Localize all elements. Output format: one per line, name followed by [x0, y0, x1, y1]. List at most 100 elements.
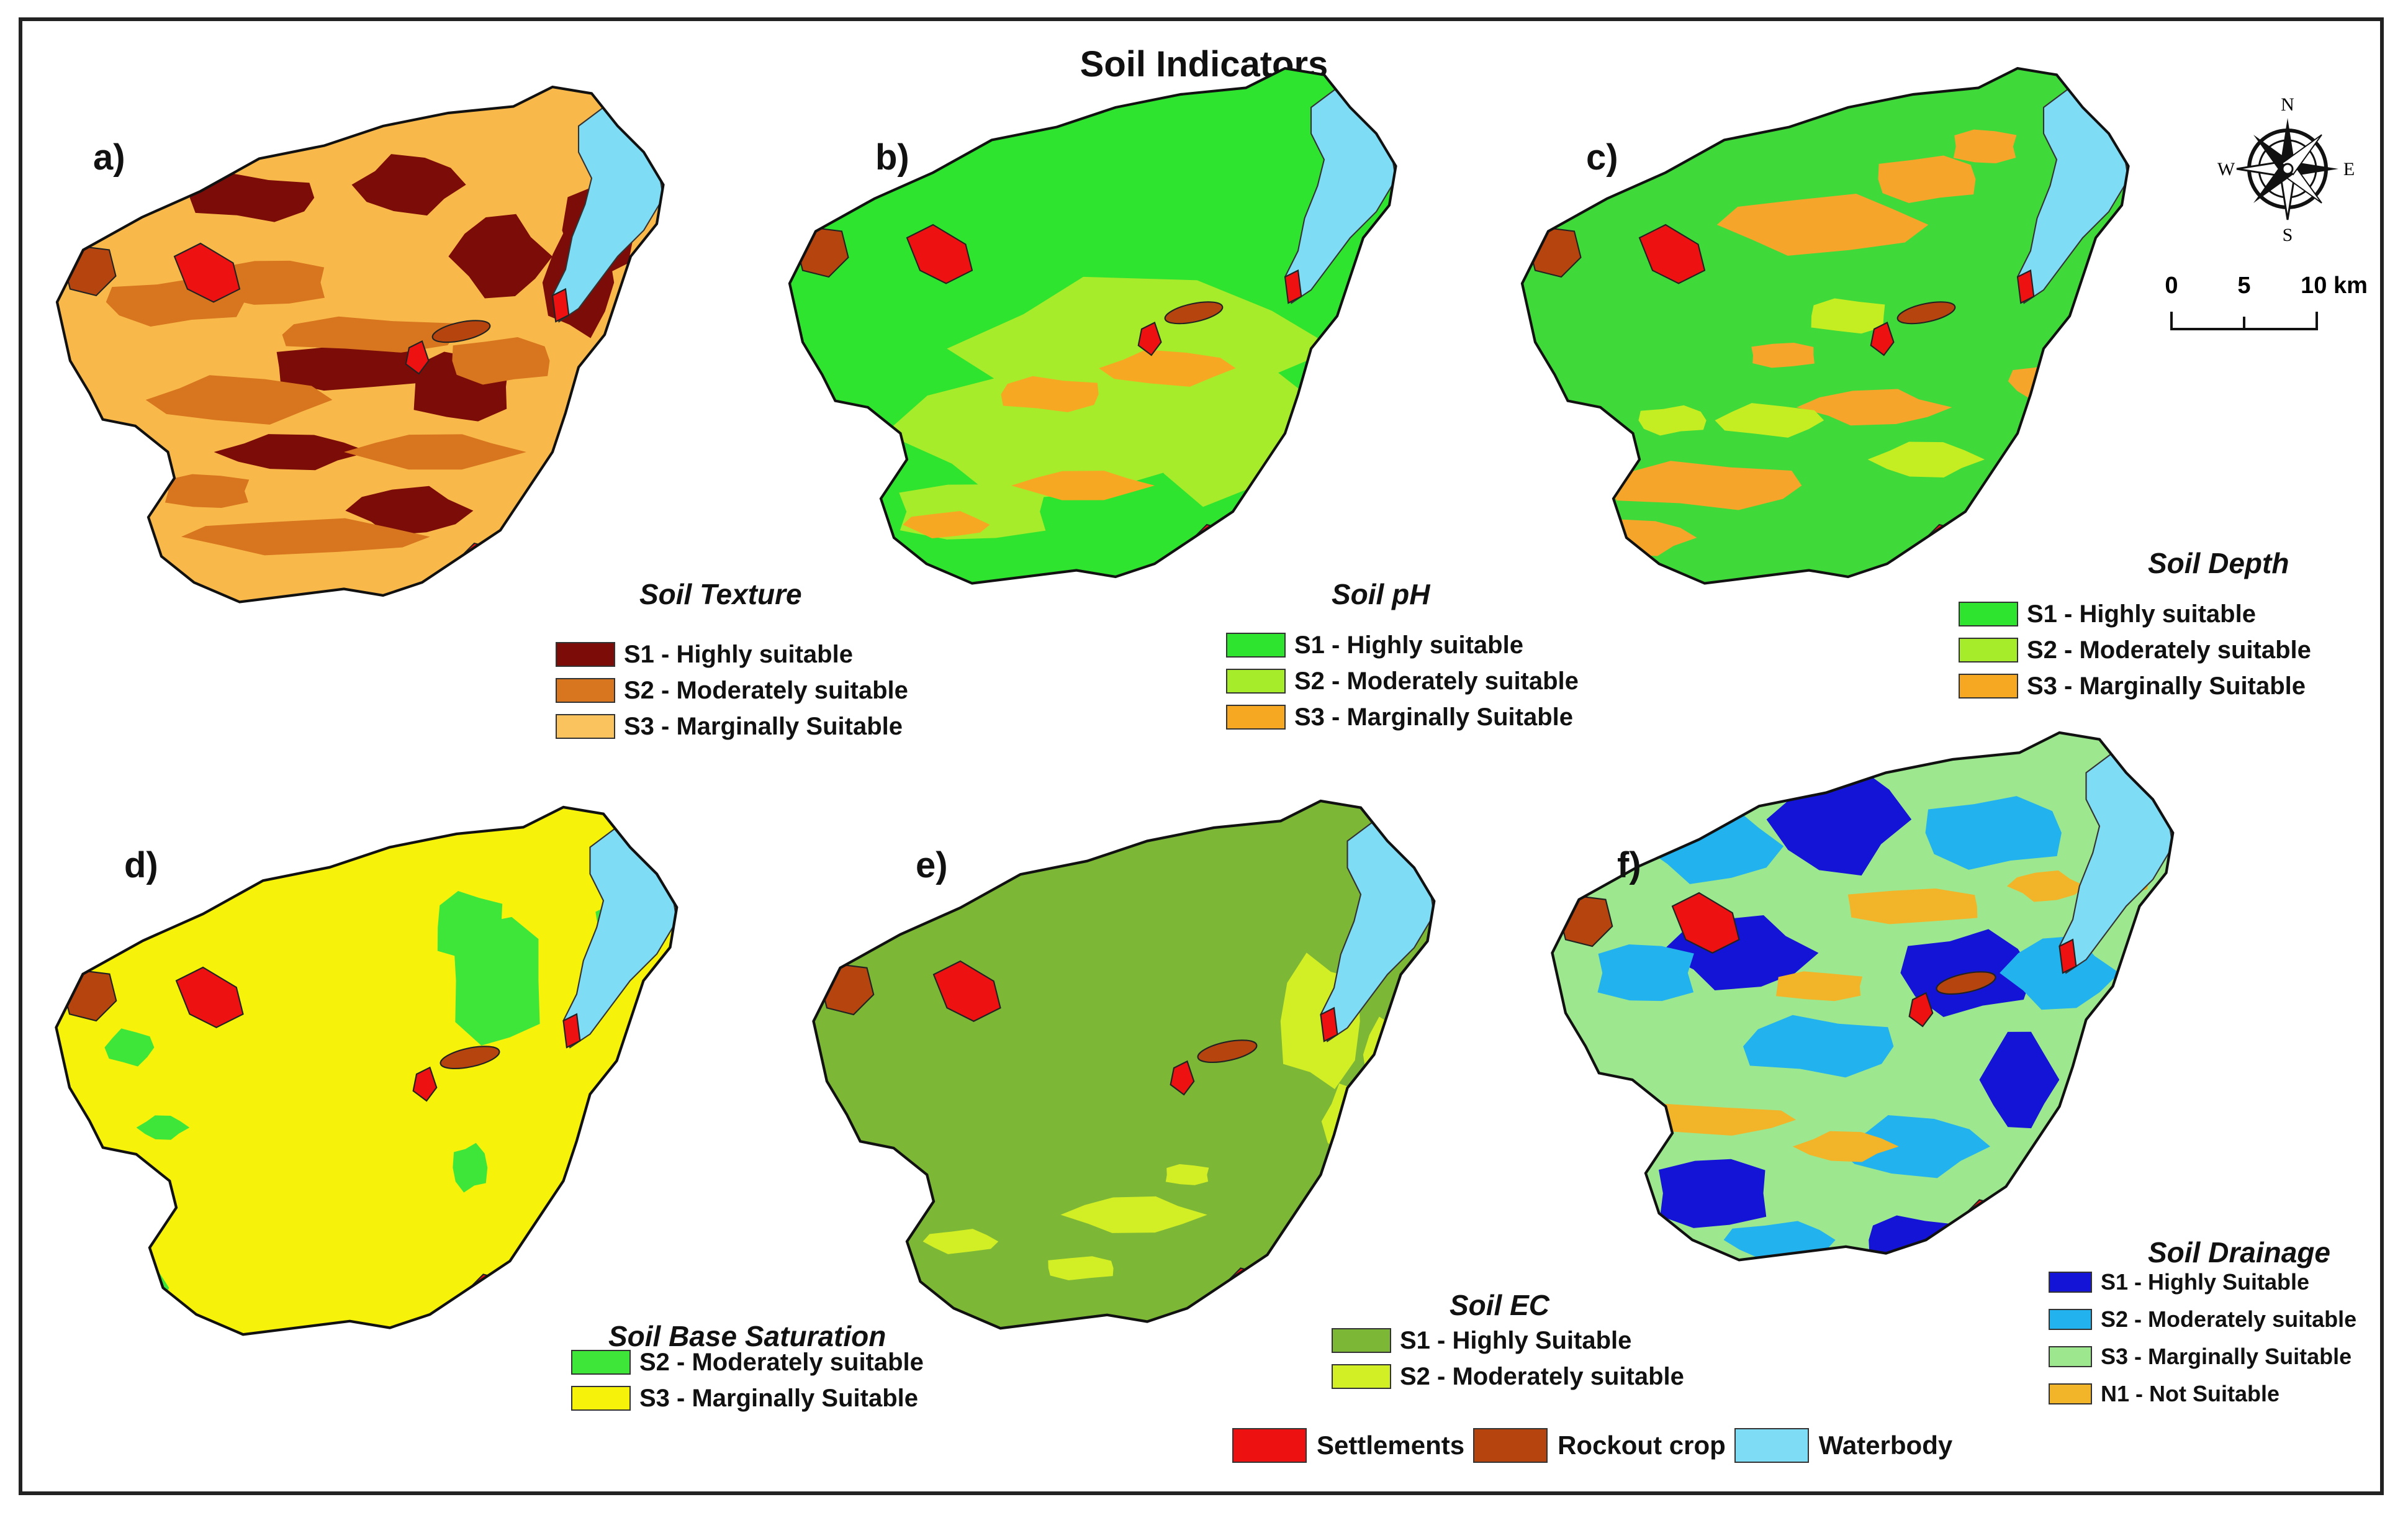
legend-swatch [1959, 674, 2018, 699]
map-base-region [813, 801, 1435, 1329]
suitability-patch [1638, 405, 1707, 436]
legend-item: S1 - Highly Suitable [1332, 1323, 1684, 1359]
map-title-d: Soil Base Saturation [608, 1320, 886, 1352]
legend-swatch [571, 1386, 631, 1411]
suitability-patch [437, 891, 503, 964]
suitability-patch [1716, 194, 1929, 256]
legend-item: S3 - Marginally Suitable [2049, 1338, 2356, 1375]
legend-swatch [2049, 1383, 2092, 1404]
suitability-patch [1715, 403, 1824, 438]
legend-label: S2 - Moderately suitable [624, 676, 908, 704]
suitability-patch [1867, 441, 1985, 477]
suitability-patch [282, 316, 456, 353]
suitability-patch [220, 260, 325, 305]
legend-swatch [2049, 1346, 2092, 1367]
legend-waterbody: Waterbody [1734, 1428, 1955, 1463]
map-base-region [56, 807, 677, 1335]
legend-label: S3 - Marginally Suitable [624, 712, 903, 740]
rockout-crop-region [440, 1046, 500, 1070]
suitability-patch [1847, 889, 1978, 925]
suitability-patch [1751, 342, 1815, 368]
rockout-crop-region [1164, 301, 1224, 325]
suitability-patch [1979, 1031, 2060, 1129]
legend-item: S2 - Moderately suitable [1332, 1359, 1684, 1395]
legend-item: S1 - Highly suitable [556, 636, 908, 672]
map-c [1520, 66, 2130, 585]
suitability-patch [165, 474, 250, 508]
legend-label: S2 - Moderately suitable [1400, 1362, 1684, 1390]
legend-settlements: Settlements [1232, 1428, 1467, 1463]
map-b [788, 66, 1397, 585]
legend-swatch [1226, 669, 1286, 694]
map-f [1551, 731, 2175, 1262]
suitability-patch [1048, 1256, 1114, 1280]
north-label: N [2281, 94, 2294, 115]
suitability-patch [1658, 1159, 1767, 1228]
waterbody-label: Waterbody [1818, 1431, 1953, 1460]
legend-item: S2 - Moderately suitable [556, 672, 908, 708]
suitability-patch [181, 518, 430, 556]
legend-label: S3 - Marginally Suitable [2027, 672, 2306, 700]
legend-f: S1 - Highly Suitable S2 - Moderately suit… [2049, 1264, 2356, 1413]
map-d [55, 805, 679, 1336]
suitability-patch [1811, 298, 1885, 334]
legend-d: S2 - Moderately suitable S3 - Marginally … [571, 1344, 924, 1416]
settlement-region [1320, 1006, 1338, 1042]
legend-b: S1 - Highly suitable S2 - Moderately suit… [1226, 627, 1579, 735]
rockout-crop-label: Rockout crop [1558, 1431, 1726, 1460]
legend-item: S2 - Moderately suitable [571, 1344, 924, 1380]
legend-item: S2 - Moderately suitable [1959, 632, 2311, 668]
west-label: W [2217, 159, 2235, 179]
suitability-patch [885, 365, 1218, 501]
suitability-patch [452, 337, 550, 385]
legend-swatch [2049, 1272, 2092, 1293]
legend-item: S1 - Highly suitable [1959, 596, 2311, 632]
settlement-region [412, 1066, 438, 1102]
rockout-crop-region [431, 320, 491, 343]
legend-label: S2 - Moderately suitable [2101, 1306, 2357, 1332]
legend-swatch [1959, 638, 2018, 663]
legend-item: S1 - Highly suitable [1226, 627, 1579, 663]
suitability-patch [1001, 376, 1099, 412]
legend-item: S3 - Marginally Suitable [571, 1380, 924, 1416]
settlements-label: Settlements [1317, 1431, 1465, 1460]
east-label: E [2343, 159, 2355, 179]
suitability-patch [104, 1028, 155, 1067]
suitability-patch [448, 214, 552, 299]
map-e [812, 799, 1436, 1330]
legend-label: S1 - Highly Suitable [1400, 1326, 1632, 1354]
legend-swatch [1959, 602, 2018, 626]
suitability-patch [276, 344, 425, 391]
settlement-region [405, 340, 430, 375]
panel-label-d: d) [124, 845, 158, 885]
panel-label-b: b) [875, 137, 909, 178]
rockout-crop-swatch [1473, 1428, 1548, 1463]
suitability-patch [1925, 796, 2062, 870]
waterbody-swatch [1734, 1428, 1809, 1463]
settlement-region [1638, 224, 1706, 284]
legend-swatch [556, 642, 615, 667]
settlement-region [906, 224, 973, 284]
suitability-patch [903, 511, 990, 538]
legend-label: S2 - Moderately suitable [639, 1348, 924, 1376]
suitability-patch [453, 1142, 488, 1193]
map-title-b: Soil pH [1332, 578, 1430, 610]
suitability-patch [1011, 471, 1155, 500]
rockout-crop-region [1896, 301, 1956, 325]
map-title-e: Soil EC [1450, 1289, 1550, 1321]
settlement-region [551, 287, 570, 323]
map-title-f: Soil Drainage [2148, 1236, 2330, 1269]
suitability-patch [1792, 1131, 1899, 1162]
legend-a: S1 - Highly suitable S2 - Moderately suit… [556, 636, 908, 744]
map-a [55, 85, 665, 604]
suitability-patch [345, 486, 474, 535]
settlement-region [1170, 1060, 1195, 1096]
legend-swatch [2049, 1309, 2092, 1330]
suitability-patch [2006, 870, 2086, 902]
legend-item: S3 - Marginally Suitable [1226, 699, 1579, 735]
legend-label: N1 - Not Suitable [2101, 1381, 2280, 1406]
legend-rockout-crop: Rockout crop [1473, 1428, 1728, 1463]
suitability-patch [145, 375, 333, 425]
legend-label: S1 - Highly suitable [1294, 631, 1523, 659]
legend-item: S2 - Moderately suitable [1226, 663, 1579, 699]
